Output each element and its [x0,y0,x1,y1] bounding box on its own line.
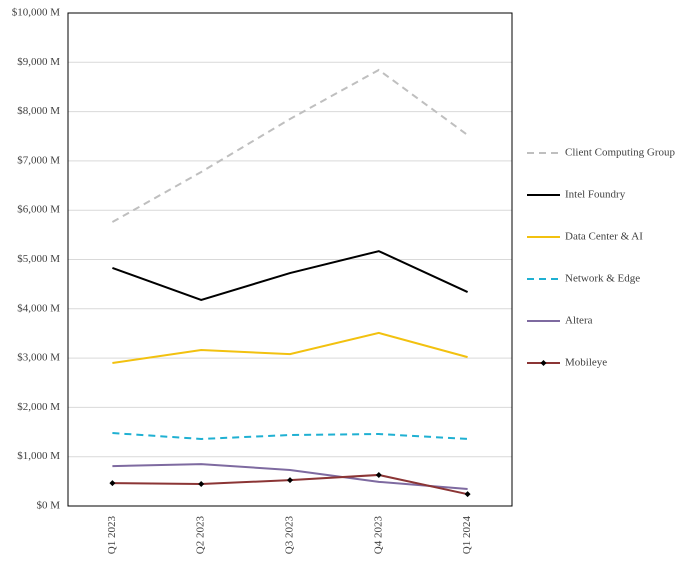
point-marker [109,480,116,487]
point-marker [198,481,205,488]
y-tick-label: $3,000 M [17,352,60,364]
series-line [112,250,469,301]
series-line [112,331,468,365]
y-tick-label: $6,000 M [17,204,60,216]
y-tick-label: $4,000 M [17,302,60,314]
y-tick-label: $7,000 M [17,154,60,166]
y-tick-label: $2,000 M [17,401,60,413]
x-tick-label: Q3 2023 [284,516,296,555]
x-tick-label: Q1 2024 [461,516,473,555]
y-tick-label: $8,000 M [17,105,60,117]
point-marker [464,491,471,498]
legend-label: Altera [565,315,593,327]
plot-frame [67,12,513,507]
point-marker [375,471,382,478]
x-tick-label: Q4 2023 [372,516,384,555]
legend-label: Mobileye [565,357,607,369]
y-tick-label: $9,000 M [17,56,60,68]
series-line [112,463,468,490]
y-tick-label: $5,000 M [17,253,60,265]
legend-label: Network & Edge [565,273,640,285]
legend-label: Data Center & AI [565,231,643,243]
y-tick-label: $1,000 M [17,450,60,462]
y-tick-label: $10,000 M [12,7,61,19]
y-tick-label: $0 M [36,500,60,512]
legend-label: Intel Foundry [565,189,626,201]
x-tick-label: Q1 2023 [106,516,118,555]
legend-label: Client Computing Group [565,147,676,159]
series-line [111,68,469,223]
point-marker [287,477,293,484]
x-tick-label: Q2 2023 [195,516,207,555]
legend-marker [540,360,547,366]
series-line [112,432,468,440]
